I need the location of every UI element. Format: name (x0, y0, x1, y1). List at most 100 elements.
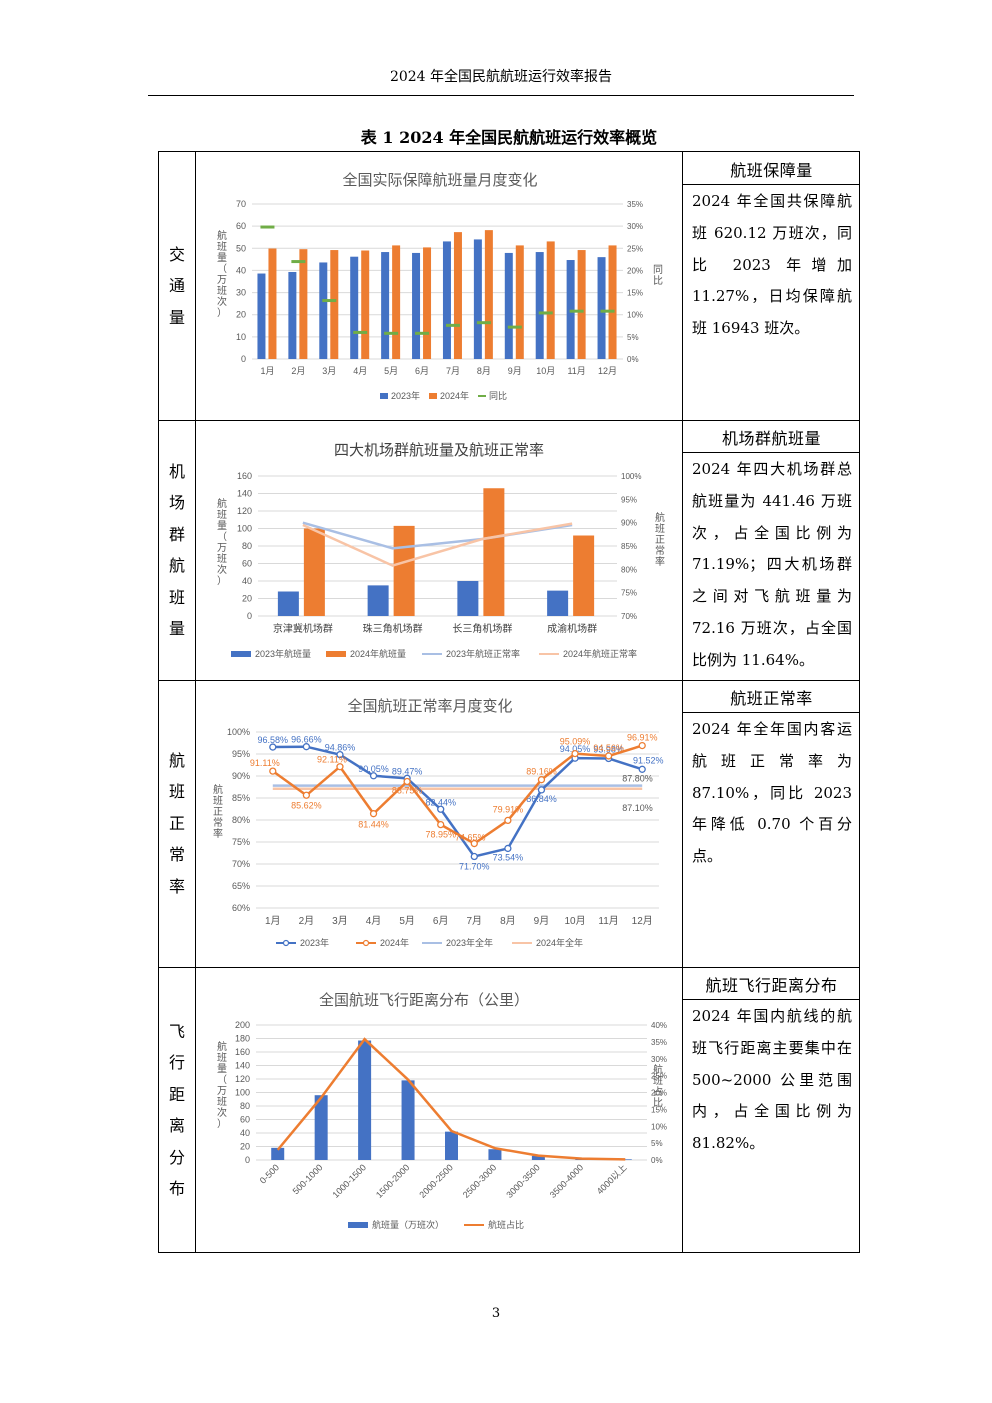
row-label-char: 交 (168, 244, 185, 264)
y-tick-label: 90% (232, 771, 250, 781)
data-label: 93.98% (593, 744, 624, 754)
y-tick-label: 0 (245, 1155, 250, 1165)
axis-title-char: 率 (213, 827, 223, 840)
point-2023 (269, 743, 277, 751)
chart-monthly-punctuality-svg: 全国航班正常率月度变化 60% 65% 70% 75% 80% 85% 90% 95% 100% 航… (213, 697, 663, 948)
legend-swatch (231, 651, 251, 657)
data-label: 82.44% (425, 797, 456, 807)
bar-2024 (515, 245, 524, 359)
bar-2023 (535, 252, 544, 359)
row-label-char: 距 (168, 1084, 185, 1104)
y-tick-label: 160 (235, 1047, 250, 1057)
bar-2024 (299, 249, 308, 359)
row-label-char: 通 (168, 276, 185, 296)
data-label: 90.05% (358, 764, 389, 774)
y-tick-label: 20 (242, 594, 252, 604)
y-tick-label: 40 (242, 576, 252, 586)
y-tick-label: 120 (237, 506, 252, 516)
legend-label: 2024年航班正常率 (563, 648, 637, 659)
y-tick-label: 200 (235, 1020, 250, 1030)
axis-title-char: 航 (217, 497, 227, 510)
header-rule (148, 95, 854, 96)
y2-tick-label: 35% (627, 200, 643, 209)
y2-tick-label: 0% (627, 355, 639, 364)
bar-2024 (392, 245, 401, 359)
page-number: 3 (491, 1306, 501, 1321)
row-heading: 航班保障量 (730, 160, 813, 180)
axis-title-char: 万 (217, 543, 227, 554)
y-tick-label: 75% (232, 837, 250, 847)
x-tick-label: 2月 (291, 366, 305, 376)
line-2024-punctuality (302, 522, 573, 567)
x-tick-label: 珠三角机场群 (363, 622, 423, 635)
x-tick-label: 1000-1500 (331, 1162, 369, 1200)
data-label: 73.54% (493, 852, 524, 862)
y-tick-label: 60 (240, 1115, 250, 1125)
axis-title-char: 班 (217, 241, 227, 253)
y-tick-label: 60 (236, 221, 246, 231)
x-tick-label: 长三角机场群 (452, 622, 512, 635)
row-heading: 机场群航班量 (721, 428, 821, 448)
row-label-char: 布 (168, 1179, 185, 1198)
point-2023 (504, 844, 512, 853)
x-tick-label: 7月 (467, 915, 483, 927)
row-divider (159, 420, 859, 421)
row-description: 2024 年全年国内客运航班正常率为 87.10%，同比 2023 年降低 0.… (692, 720, 852, 866)
x-tick-label: 2000-2500 (417, 1162, 455, 1200)
bar-2023 (277, 591, 299, 616)
bar-flights (445, 1131, 458, 1160)
row-label-char: 率 (168, 876, 185, 896)
row-label-char: 场 (168, 493, 185, 512)
y-tick-label: 100 (237, 524, 252, 534)
axis-title-char: 量 (217, 520, 227, 532)
overview-table: 交通量 机场群航班量 航班正常率 飞行距离分布 航班保障量 2024 年全国共保… (158, 151, 860, 1253)
row-label-char: 航 (168, 750, 185, 770)
legend-label: 同比 (489, 390, 507, 401)
bar-2023 (288, 271, 297, 359)
y2-tick-label: 75% (621, 589, 637, 598)
y-tick-label: 80 (242, 541, 252, 551)
x-tick-label: 1500-2000 (374, 1162, 412, 1200)
row-label-char: 航 (168, 556, 185, 575)
axis-title-char: 航 (213, 783, 223, 796)
point-2024 (269, 767, 277, 775)
axis-title-char: 航 (653, 1063, 663, 1076)
point-2024 (302, 791, 311, 799)
row-label-char: 量 (168, 619, 185, 638)
row-divider (159, 967, 859, 968)
bar-2023 (319, 262, 328, 359)
legend-label: 2023年航班正常率 (446, 648, 520, 659)
x-tick-label: 8月 (500, 915, 516, 927)
data-label: 85.62% (291, 800, 322, 810)
axis-title-char: 班 (213, 795, 223, 807)
axis-title-char: 比 (653, 275, 663, 287)
axis-title-char: 班 (655, 523, 665, 535)
row-label-char: 量 (168, 307, 185, 327)
bar-2024 (577, 250, 586, 359)
row-label-punctuality: 航班正常率 (159, 680, 195, 967)
bar-2023 (597, 257, 606, 359)
x-tick-label: 12月 (598, 366, 617, 376)
point-2024 (336, 763, 344, 771)
y-tick-label: 70 (236, 199, 246, 209)
x-tick-label: 11月 (598, 915, 618, 927)
x-tick-label: 6月 (433, 915, 449, 927)
point-2024 (504, 816, 512, 825)
axis-title-char: 航 (217, 229, 227, 242)
axis-title-char: 班 (217, 553, 227, 565)
x-tick-label: 9月 (508, 366, 522, 376)
row-label-char: 行 (168, 1053, 185, 1072)
y-tick-label: 60% (232, 903, 250, 913)
row-label-char: 机 (168, 461, 185, 481)
y2-tick-label: 25% (651, 1072, 667, 1081)
chart-distance-distribution: 全国航班飞行距离分布（公里） 0 20 40 60 80 100 120 140 160 180 20… (196, 968, 682, 1252)
bar-2023 (566, 260, 575, 359)
y-tick-label: 100% (227, 727, 250, 737)
bar-2024 (268, 248, 277, 359)
point-2023 (369, 772, 378, 780)
x-tick-label: 500-1000 (291, 1162, 325, 1196)
y-tick-label: 50 (236, 243, 246, 253)
bar-2023 (504, 252, 513, 359)
data-label: 74.65% (455, 833, 486, 843)
point-2024 (437, 820, 445, 829)
